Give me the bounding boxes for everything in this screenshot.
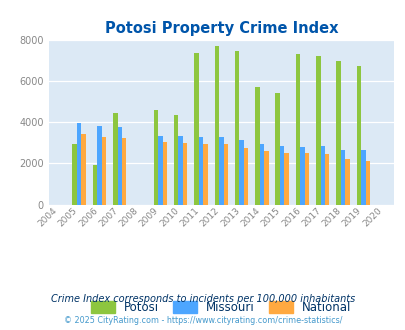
Bar [315,56,320,205]
Bar [295,54,299,205]
Legend: Potosi, Missouri, National: Potosi, Missouri, National [86,296,356,319]
Bar [72,144,77,205]
Bar [92,165,97,205]
Bar [320,146,324,205]
Bar [173,115,178,205]
Bar [335,61,340,205]
Bar [275,93,279,205]
Bar [304,153,309,205]
Bar [254,87,259,205]
Bar [81,135,86,205]
Bar [77,123,81,205]
Bar [365,161,369,205]
Bar [259,144,264,205]
Bar [113,113,117,205]
Bar [344,159,349,205]
Bar [162,142,167,205]
Bar [153,110,158,205]
Bar [97,126,101,205]
Bar [234,51,239,205]
Bar [356,66,360,205]
Bar [340,150,345,205]
Bar [219,137,223,205]
Text: © 2025 CityRating.com - https://www.cityrating.com/crime-statistics/: © 2025 CityRating.com - https://www.city… [64,316,341,325]
Bar [214,46,219,205]
Bar [243,148,247,205]
Bar [182,143,187,205]
Bar [263,151,268,205]
Bar [158,136,162,205]
Bar [300,147,304,205]
Bar [198,137,203,205]
Bar [360,150,365,205]
Bar [194,53,198,205]
Text: Crime Index corresponds to incidents per 100,000 inhabitants: Crime Index corresponds to incidents per… [51,294,354,304]
Bar [223,144,228,205]
Bar [284,153,288,205]
Bar [279,146,284,205]
Bar [239,140,243,205]
Bar [203,144,207,205]
Bar [178,136,182,205]
Bar [117,127,122,205]
Bar [324,154,329,205]
Bar [101,137,106,205]
Title: Potosi Property Crime Index: Potosi Property Crime Index [104,21,337,36]
Bar [122,138,126,205]
